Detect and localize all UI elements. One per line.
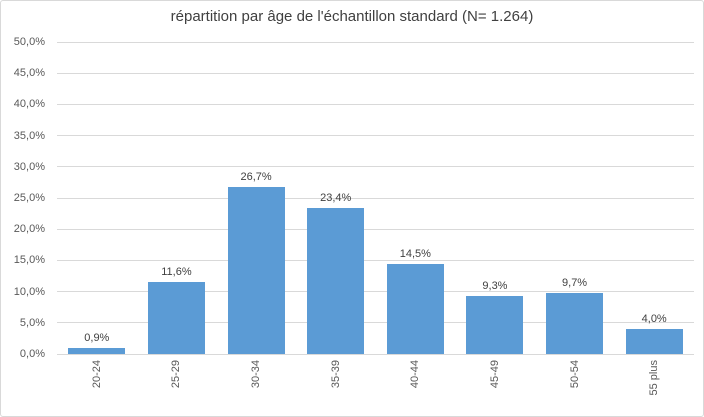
gridline	[57, 259, 694, 261]
bar-slot: 26,7%	[216, 42, 296, 354]
bar-25-29	[147, 281, 205, 354]
gridline	[57, 135, 694, 137]
x-tick-label: 30-34	[250, 360, 263, 389]
x-tick-label: 45-49	[488, 360, 501, 389]
bar-data-label: 14,5%	[399, 247, 431, 260]
bar-slot: 14,5%	[376, 42, 456, 354]
y-axis: 0,0% 5,0% 10,0% 15,0% 20,0% 25,0% 30,0% 35,0% 40…	[1, 36, 51, 360]
gridline	[57, 353, 694, 355]
bar-data-label: 9,3%	[482, 279, 508, 292]
bar-data-label: 4,0%	[641, 313, 667, 326]
bar-40-44	[386, 263, 444, 354]
gridline	[57, 197, 694, 199]
x-tick-label: 55 plus	[648, 360, 661, 396]
bar-data-label: 11,6%	[161, 265, 192, 278]
y-tick-label: 50,0%	[13, 36, 45, 48]
bar-slot: 4,0%	[614, 42, 694, 354]
bar-slot: 11,6%	[137, 42, 217, 354]
gridline	[57, 228, 694, 230]
bar-data-label: 0,9%	[84, 332, 110, 345]
gridline	[57, 166, 694, 168]
bar-slot: 23,4%	[296, 42, 376, 354]
bar-data-label: 9,7%	[562, 277, 588, 290]
chart-title: répartition par âge de l'échantillon sta…	[170, 8, 534, 25]
bars-layer: 0,9% 11,6% 26,7% 23,4% 14,5% 9,3% 9,7% 4,0%	[57, 42, 694, 354]
plot-area: 0,9% 11,6% 26,7% 23,4% 14,5% 9,3% 9,7% 4,0%	[57, 41, 694, 355]
x-slot: 25-29	[137, 355, 217, 416]
y-tick-label: 30,0%	[13, 160, 45, 173]
bar-data-label: 26,7%	[240, 171, 272, 184]
gridline	[57, 72, 694, 74]
x-slot: 20-24	[57, 355, 137, 416]
y-tick-label: 5,0%	[19, 316, 45, 329]
bar-20-24	[68, 348, 126, 354]
bar-slot: 0,9%	[57, 42, 137, 354]
gridline	[57, 103, 694, 105]
x-slot: 35-39	[296, 355, 376, 416]
bar-30-34	[227, 187, 285, 354]
x-slot: 45-49	[455, 355, 535, 416]
gridline	[57, 322, 694, 324]
y-tick-label: 0,0%	[19, 348, 45, 360]
x-slot: 50-54	[535, 355, 615, 416]
x-tick-label: 25-29	[170, 360, 183, 389]
y-tick-label: 15,0%	[13, 254, 45, 267]
bar-50-54	[546, 293, 604, 354]
y-tick-label: 45,0%	[13, 67, 45, 80]
bar-slot: 9,7%	[535, 42, 615, 354]
y-tick-label: 10,0%	[13, 285, 45, 298]
bar-data-label: 23,4%	[320, 191, 352, 204]
bar-slot: 9,3%	[455, 42, 535, 354]
y-tick-label: 40,0%	[13, 98, 45, 111]
bar-55 plus	[625, 329, 683, 354]
x-slot: 55 plus	[614, 355, 694, 416]
x-axis: 20-24 25-29 30-34 35-39 40-44 45-49 50-54 55 pl…	[57, 355, 694, 416]
x-slot: 40-44	[376, 355, 456, 416]
gridline	[57, 291, 694, 293]
gridline	[57, 41, 694, 43]
x-slot: 30-34	[216, 355, 296, 416]
bar-45-49	[466, 295, 524, 354]
x-tick-label: 40-44	[409, 360, 422, 389]
x-tick-label: 50-54	[568, 360, 581, 389]
y-tick-label: 35,0%	[13, 129, 45, 142]
x-tick-label: 35-39	[329, 360, 342, 389]
y-tick-label: 25,0%	[13, 192, 45, 204]
bar-35-39	[307, 207, 365, 354]
x-tick-label: 20-24	[90, 360, 103, 389]
y-tick-label: 20,0%	[13, 223, 45, 236]
